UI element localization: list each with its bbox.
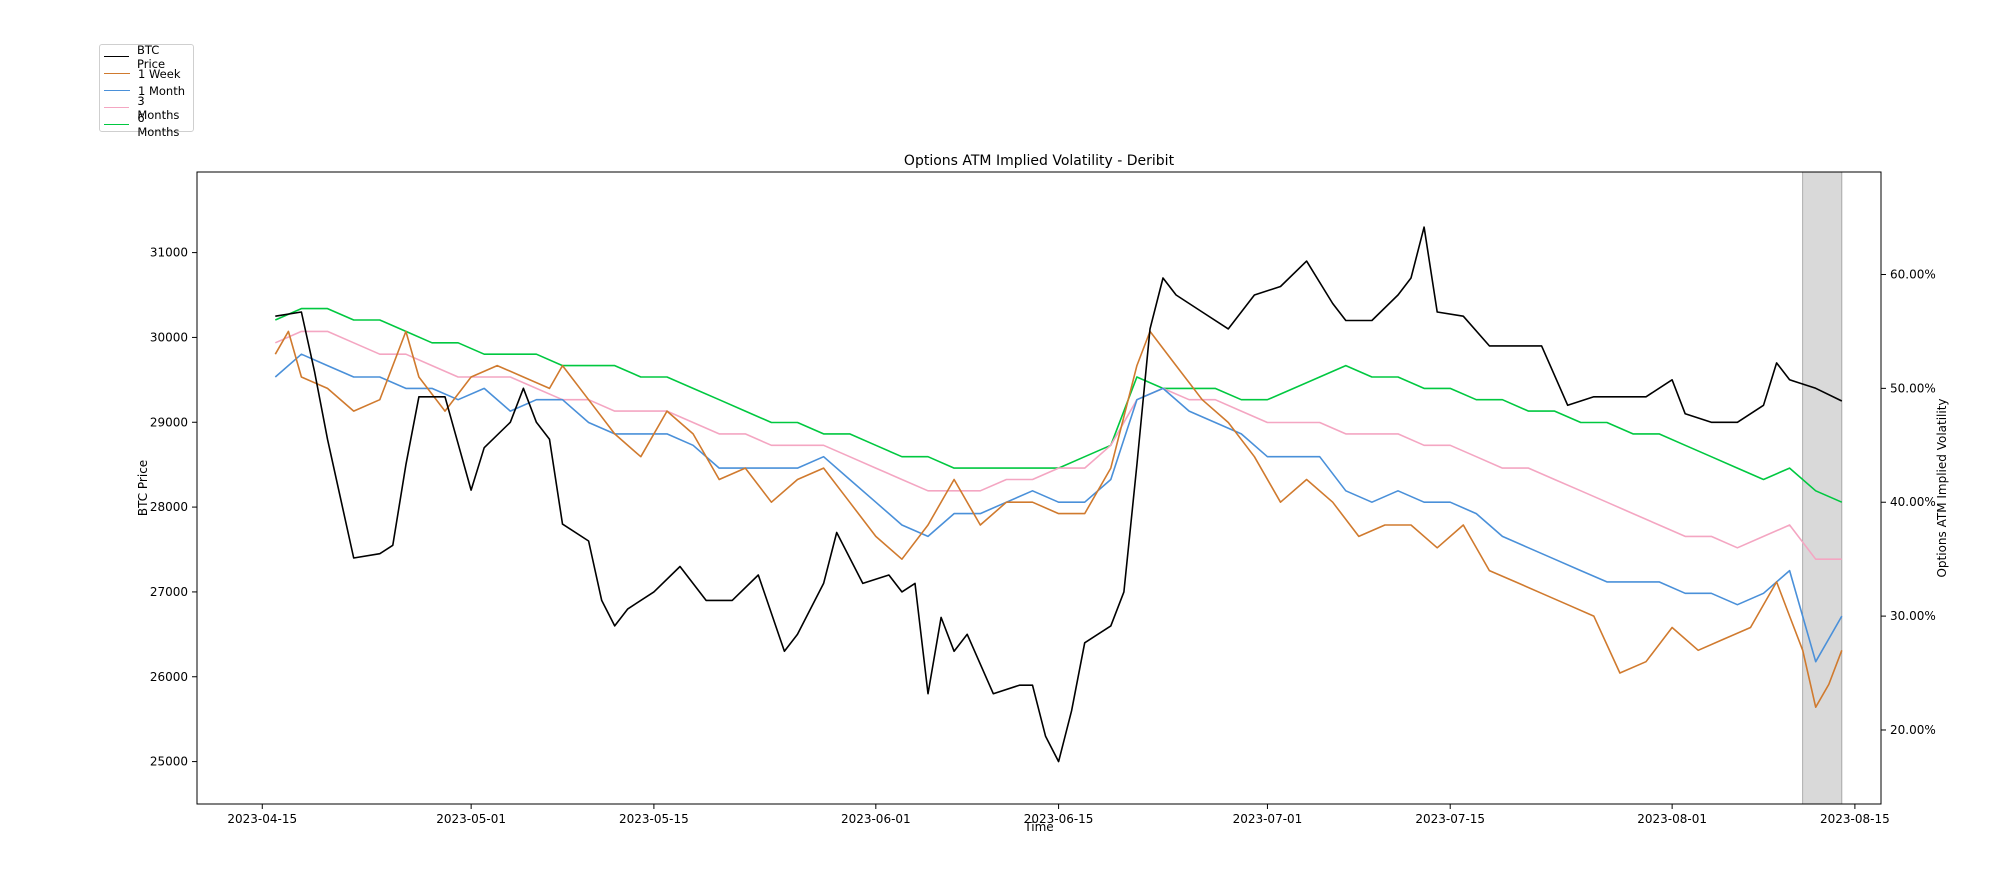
x-tick-label: 2023-06-15 <box>1024 812 1094 826</box>
chart-title: Options ATM Implied Volatility - Deribit <box>904 153 1175 169</box>
x-tick-label: 2023-08-01 <box>1637 812 1707 826</box>
x-tick-label: 2023-07-01 <box>1233 812 1303 826</box>
x-tick-label: 2023-08-15 <box>1820 812 1890 826</box>
series-line-1-week <box>274 330 1843 709</box>
legend-label: 3 Months <box>137 93 180 122</box>
y-right-tick-label: 60.00% <box>1890 267 1936 281</box>
y-right-tick-label: 30.00% <box>1890 609 1936 623</box>
y-left-tick-label: 26000 <box>150 670 188 684</box>
series-line-btc-price <box>275 226 1843 763</box>
legend-label: 1 Month <box>138 83 186 98</box>
y-left-tick-label: 28000 <box>150 500 188 514</box>
y-right-tick-label: 40.00% <box>1890 495 1936 509</box>
legend-item-6-months: 6 Months <box>104 111 189 139</box>
legend-swatch <box>104 73 130 74</box>
legend-label: 6 Months <box>137 110 180 139</box>
x-tick-label: 2023-04-15 <box>227 812 297 826</box>
series-layer <box>274 226 1843 763</box>
y-right-tick-label: 20.00% <box>1890 723 1936 737</box>
y-left-tick-label: 29000 <box>150 415 188 429</box>
y-left-tick-label: 25000 <box>150 755 188 769</box>
legend-swatch <box>104 56 130 57</box>
y-axis-left-label: BTC Price <box>136 460 150 516</box>
legend-swatch <box>104 107 130 108</box>
y-right-tick-label: 50.00% <box>1890 381 1936 395</box>
x-axis: 2023-04-15 2023-05-01 2023-05-15 2023-06-01… <box>227 804 1890 826</box>
legend-item-1-week: 1 Week <box>104 65 189 82</box>
legend-label: 1 Week <box>138 66 181 81</box>
legend-label: BTC Price <box>137 42 166 71</box>
x-tick-label: 2023-05-15 <box>619 812 689 826</box>
x-tick-label: 2023-06-01 <box>841 812 911 826</box>
legend-swatch <box>104 90 130 91</box>
legend-item-btc-price: BTC Price <box>104 43 189 71</box>
y-left-tick-label: 31000 <box>150 246 188 260</box>
y-left-tick-label: 30000 <box>150 330 188 344</box>
series-line-1-month <box>274 353 1843 663</box>
y-axis-right-label: Options ATM Implied Volatility <box>1935 398 1949 577</box>
y-left-tick-label: 27000 <box>150 585 188 599</box>
y-axis-right: 20.00% 30.00% 40.00% 50.00% 60.00% <box>1881 267 1936 737</box>
y-axis-left: 25000 26000 27000 28000 29000 30000 31000 <box>150 246 197 769</box>
highlight-band <box>1802 171 1843 805</box>
x-axis-label: Time <box>1023 820 1053 834</box>
legend-swatch <box>104 124 130 125</box>
highlight-band-layer <box>1802 171 1843 805</box>
x-tick-label: 2023-05-01 <box>436 812 506 826</box>
plot-frame <box>196 171 1882 805</box>
x-tick-label: 2023-07-15 <box>1415 812 1485 826</box>
legend: BTC Price 1 Week 1 Month 3 Months 6 Mont… <box>99 43 194 139</box>
series-line-3-months <box>274 330 1842 561</box>
legend-item-1-month: 1 Month <box>104 82 189 99</box>
legend-item-3-months: 3 Months <box>104 94 189 122</box>
